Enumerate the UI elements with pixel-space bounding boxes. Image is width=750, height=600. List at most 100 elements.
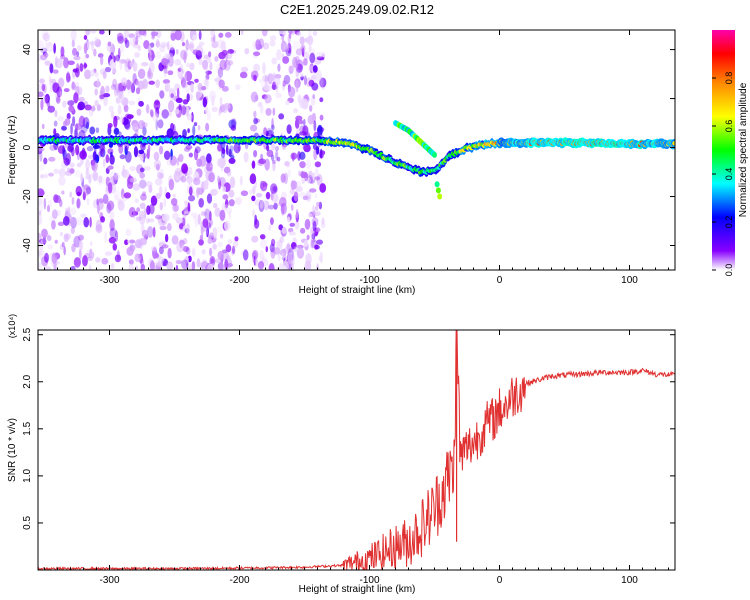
- noise-speckle: [260, 153, 264, 160]
- noise-speckle: [233, 142, 241, 154]
- noise-speckle: [319, 114, 324, 121]
- y-tick-label: 0: [22, 144, 33, 150]
- noise-speckle: [251, 160, 256, 169]
- noise-speckle: [124, 39, 130, 49]
- noise-speckle: [166, 41, 170, 51]
- noise-speckle: [212, 243, 217, 250]
- noise-speckle: [278, 30, 287, 35]
- noise-speckle: [182, 106, 186, 115]
- noise-speckle: [145, 104, 150, 114]
- noise-speckle: [119, 154, 126, 160]
- y-tick-label: 1.5: [22, 421, 33, 435]
- noise-speckle: [132, 207, 136, 219]
- noise-speckle: [188, 152, 194, 158]
- noise-speckle: [257, 260, 265, 270]
- noise-speckle: [53, 194, 59, 203]
- noise-speckle: [120, 188, 125, 199]
- noise-speckle: [175, 264, 179, 270]
- noise-speckle: [175, 217, 183, 224]
- noise-speckle: [135, 87, 141, 95]
- noise-speckle: [38, 197, 43, 206]
- noise-speckle: [186, 183, 194, 195]
- noise-speckle: [294, 118, 300, 129]
- noise-speckle: [161, 57, 169, 66]
- noise-speckle: [301, 98, 309, 110]
- noise-speckle: [289, 188, 296, 195]
- noise-speckle: [92, 171, 99, 182]
- noise-speckle: [104, 66, 112, 73]
- noise-speckle: [216, 39, 224, 49]
- noise-speckle: [198, 41, 205, 46]
- noise-speckle: [271, 117, 274, 130]
- noise-speckle: [235, 84, 241, 91]
- noise-speckle: [190, 83, 194, 93]
- noise-speckle: [129, 177, 137, 183]
- noise-speckle: [148, 218, 155, 223]
- noise-speckle: [186, 223, 190, 235]
- noise-speckle: [270, 124, 275, 131]
- noise-speckle: [312, 143, 318, 150]
- noise-speckle: [293, 108, 299, 114]
- noise-speckle: [109, 171, 118, 181]
- noise-speckle: [71, 196, 75, 205]
- noise-speckle: [182, 246, 190, 252]
- noise-speckle: [214, 207, 221, 217]
- noise-speckle: [117, 104, 122, 115]
- noise-speckle: [295, 186, 303, 193]
- noise-speckle: [128, 206, 136, 218]
- noise-speckle: [146, 205, 151, 216]
- noise-speckle: [85, 30, 91, 36]
- noise-speckle: [162, 79, 171, 84]
- noise-speckle: [134, 40, 138, 46]
- noise-speckle: [298, 191, 307, 198]
- noise-speckle: [193, 213, 198, 225]
- x-tick-label: -200: [229, 275, 249, 286]
- noise-speckle: [291, 152, 295, 162]
- noise-speckle: [95, 127, 100, 134]
- noise-speckle: [48, 156, 56, 162]
- noise-speckle: [87, 256, 94, 262]
- noise-speckle: [158, 256, 165, 263]
- noise-speckle: [73, 257, 81, 268]
- noise-speckle: [287, 252, 293, 264]
- noise-speckle: [292, 58, 299, 69]
- noise-speckle: [288, 231, 297, 236]
- colorbar-tick-label: 0.2: [724, 216, 734, 229]
- noise-speckle: [209, 256, 216, 267]
- noise-speckle: [188, 263, 192, 270]
- noise-speckle: [243, 151, 249, 163]
- noise-speckle: [225, 244, 232, 253]
- noise-speckle: [96, 77, 100, 89]
- noise-speckle: [73, 92, 79, 104]
- noise-speckle: [137, 68, 146, 79]
- noise-speckle: [44, 60, 51, 66]
- noise-speckle: [98, 198, 104, 204]
- noise-speckle: [283, 172, 288, 185]
- noise-speckle: [129, 165, 137, 172]
- noise-speckle: [138, 149, 145, 155]
- noise-speckle: [72, 116, 76, 127]
- noise-speckle: [128, 100, 136, 106]
- noise-speckle: [159, 145, 164, 155]
- noise-speckle: [319, 183, 327, 193]
- noise-speckle: [155, 163, 160, 171]
- noise-speckle: [244, 48, 250, 55]
- noise-speckle: [43, 157, 48, 165]
- noise-speckle: [225, 144, 229, 155]
- noise-speckle: [102, 92, 111, 98]
- noise-speckle: [174, 168, 181, 181]
- noise-speckle: [126, 114, 134, 120]
- noise-speckle: [180, 175, 187, 183]
- noise-speckle: [263, 84, 271, 91]
- noise-speckle: [286, 242, 290, 252]
- noise-speckle: [253, 74, 257, 82]
- noise-speckle: [141, 61, 149, 67]
- y-tick-label: 1.0: [22, 468, 33, 482]
- noise-speckle: [314, 211, 321, 216]
- noise-speckle: [41, 123, 45, 129]
- x-tick-label: 100: [621, 275, 638, 286]
- noise-speckle: [197, 124, 201, 131]
- noise-speckle: [312, 172, 316, 181]
- noise-speckle: [60, 53, 66, 60]
- noise-speckle: [48, 172, 54, 177]
